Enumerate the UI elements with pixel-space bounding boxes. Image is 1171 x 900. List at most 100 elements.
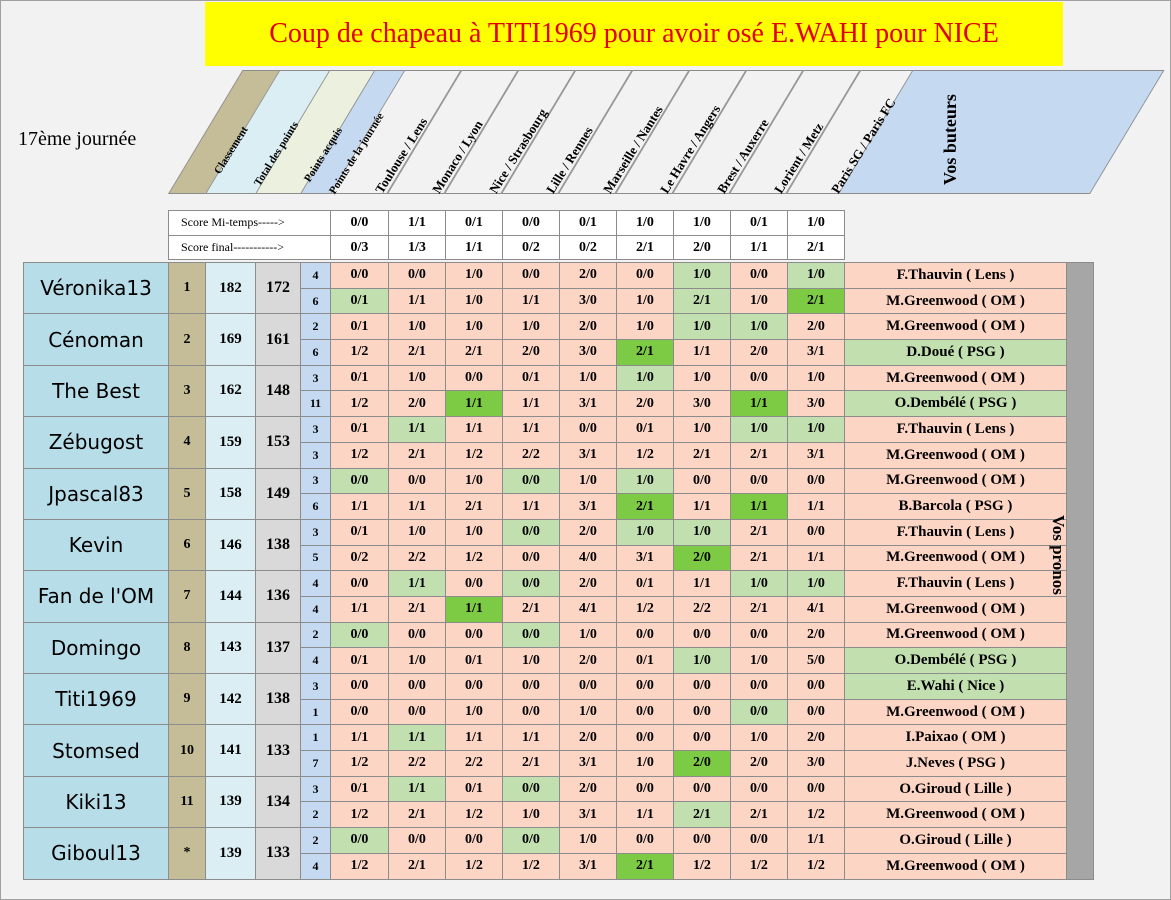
prono-cell: 0/0 — [330, 827, 389, 854]
points-journee: 4 — [300, 570, 331, 597]
prono-cell: 4/0 — [559, 544, 617, 572]
prono-cell: 1/2 — [445, 801, 503, 829]
prono-cell: 0/0 — [730, 467, 788, 495]
prono-cell: 2/0 — [559, 647, 617, 674]
prono-cell: 1/0 — [787, 262, 845, 289]
prono-cell: 1/0 — [730, 724, 788, 752]
prono-cell: 2/1 — [616, 493, 674, 520]
round-label: 17ème journée — [18, 128, 137, 150]
prono-cell: 1/2 — [787, 852, 845, 880]
prono-cell: 0/0 — [330, 698, 389, 726]
mi-temps-score: 1/0 — [787, 210, 845, 236]
prono-cell: 0/0 — [673, 698, 731, 726]
player-rank: 4 — [168, 416, 206, 469]
prono-cell: 1/1 — [445, 595, 503, 623]
player-total: 169 — [205, 313, 256, 366]
prono-cell: 2/1 — [502, 595, 560, 623]
player-name: The Best — [23, 364, 169, 418]
prono-cell: 0/0 — [616, 827, 674, 854]
prono-row: Giboul13 * 139 133 2 0/0 0/0 0/0 0/0 1/0 0/0 0/0 0/0… — [23, 827, 1094, 880]
players-table: Véronika13 1 182 172 4 0/0 0/0 1/0 0/0 2/0 0/0 1/0 0… — [23, 261, 1094, 880]
prono-cell: 0/0 — [730, 262, 788, 289]
prono-cell: 1/1 — [388, 775, 446, 803]
prono-cell: 1/0 — [388, 518, 446, 546]
prono-cell: 1/1 — [388, 287, 446, 315]
prono-cell: 0/0 — [388, 262, 446, 289]
prono-cell: 2/0 — [673, 544, 731, 572]
player-acquis: 161 — [255, 313, 301, 366]
prono-cell: 0/1 — [330, 775, 389, 803]
points-journee: 2 — [300, 801, 331, 829]
player-acquis: 134 — [255, 775, 301, 829]
scorer-cell: O.Giroud ( Lille ) — [844, 827, 1067, 854]
prono-cell: 0/0 — [330, 621, 389, 649]
player-name: Cénoman — [23, 313, 169, 366]
prono-cell: 1/1 — [388, 724, 446, 752]
prono-cell: 0/0 — [502, 518, 560, 546]
prono-cell: 0/0 — [445, 621, 503, 649]
score-final-row: Score final-----------> 0/3 1/3 1/1 0/2 … — [168, 234, 845, 261]
prono-cell: 1/1 — [787, 827, 845, 854]
prono-cell: 1/0 — [559, 698, 617, 726]
prono-cell: 2/1 — [388, 852, 446, 880]
prono-cell: 0/0 — [559, 673, 617, 700]
prono-cell: 3/1 — [559, 441, 617, 469]
mi-temps-score: 1/0 — [673, 210, 731, 236]
prono-cell: 2/1 — [616, 339, 674, 366]
score-mi-temps-row: Score Mi-temps-----> 0/0 1/1 0/1 0/0 0/1… — [168, 210, 845, 236]
player-rank: 6 — [168, 518, 206, 572]
prono-cell: 2/1 — [388, 339, 446, 366]
player-acquis: 133 — [255, 827, 301, 880]
prono-cell: 2/1 — [445, 339, 503, 366]
prono-cell: 2/0 — [730, 750, 788, 777]
player-rank: 1 — [168, 261, 206, 315]
scorer-cell: O.Dembélé ( PSG ) — [844, 647, 1067, 674]
mi-temps-score: 0/0 — [502, 210, 560, 236]
prono-cell: 1/0 — [559, 827, 617, 854]
prono-cell: 1/1 — [502, 287, 560, 315]
mi-temps-score: 0/1 — [445, 210, 503, 236]
points-journee: 6 — [300, 287, 331, 315]
prono-row: Stomsed 10 141 133 1 1/1 1/1 1/1 1/1 2/0 0/0 0/0 1/0… — [23, 724, 1094, 777]
prono-cell: 0/0 — [616, 698, 674, 726]
scorer-cell: M.Greenwood ( OM ) — [844, 698, 1067, 726]
prono-cell: 1/2 — [330, 441, 389, 469]
final-score: 2/1 — [616, 234, 674, 261]
prono-cell: 2/0 — [559, 775, 617, 803]
scorer-cell: J.Neves ( PSG ) — [844, 750, 1067, 777]
prono-cell: 1/0 — [445, 313, 503, 341]
prono-row: 4 1/2 2/1 1/2 1/2 3/1 2/1 1/2 1/2 1/2 M.Greenwood … — [24, 852, 1094, 880]
prono-cell: 1/0 — [388, 647, 446, 674]
prono-cell: 1/1 — [673, 493, 731, 520]
prono-cell: 0/0 — [673, 621, 731, 649]
player-name: Véronika13 — [23, 261, 169, 315]
prono-cell: 3/1 — [559, 493, 617, 520]
prono-cell: 0/0 — [787, 775, 845, 803]
prono-cell: 2/1 — [388, 801, 446, 829]
prono-cell: 0/0 — [445, 827, 503, 854]
prono-cell: 1/2 — [730, 852, 788, 880]
prono-cell: 1/1 — [673, 339, 731, 366]
prono-cell: 2/2 — [673, 595, 731, 623]
prono-cell: 1/1 — [787, 493, 845, 520]
final-score: 2/0 — [673, 234, 731, 261]
player-rank: 11 — [168, 775, 206, 829]
prono-cell: 0/1 — [616, 416, 674, 443]
prono-row: 6 0/1 1/1 1/0 1/1 3/0 1/0 2/1 1/0 2/1 M.Greenwood … — [24, 287, 1094, 315]
player-rank: 7 — [168, 570, 206, 623]
prono-cell: 0/0 — [502, 544, 560, 572]
scorer-cell: M.Greenwood ( OM ) — [844, 544, 1067, 572]
prono-cell: 2/1 — [730, 801, 788, 829]
scorer-cell: I.Paixao ( OM ) — [844, 724, 1067, 752]
points-journee: 4 — [300, 262, 331, 289]
prono-cell: 1/1 — [445, 724, 503, 752]
prono-cell: 2/2 — [502, 441, 560, 469]
prono-cell: 3/1 — [559, 750, 617, 777]
prono-cell: 1/0 — [502, 313, 560, 341]
prono-cell: 1/0 — [445, 262, 503, 289]
player-name: Zébugost — [23, 416, 169, 469]
player-acquis: 172 — [255, 261, 301, 315]
prono-cell: 1/1 — [787, 544, 845, 572]
points-journee: 4 — [300, 595, 331, 623]
prono-cell: 0/0 — [616, 724, 674, 752]
